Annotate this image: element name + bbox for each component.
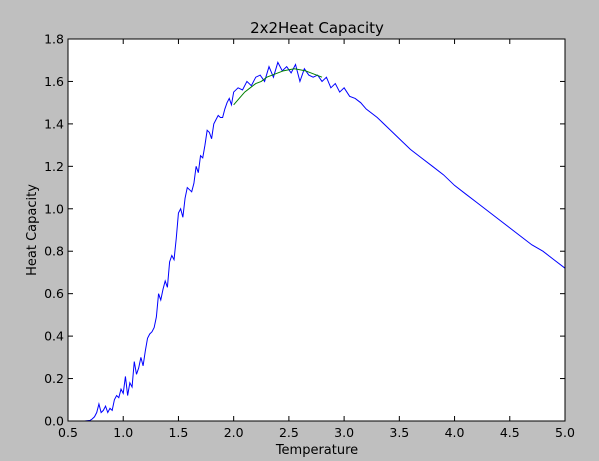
y-tick-label: 0.8 [44,244,64,259]
plot-area [68,39,565,421]
plot-frame [67,38,566,422]
x-tick-label: 1.5 [168,425,188,440]
y-tick-label: 1.6 [44,74,64,89]
x-tick-label: 1.0 [113,425,133,440]
y-tick-label: 0.2 [44,371,64,386]
x-tick-label: 5.0 [555,425,575,440]
x-axis-label: Temperature [275,443,358,458]
x-tick-label: 4.0 [445,425,465,440]
series-lines [68,61,566,422]
y-axis-label: Heat Capacity [25,184,40,276]
y-tick-label: 1.2 [44,159,64,174]
y-tick-label: 1.0 [44,201,64,216]
y-tick-label: 0.4 [44,329,64,344]
chart-title: 2x2Heat Capacity [250,19,384,37]
series-line-1 [233,68,323,106]
y-tick-label: 1.8 [44,32,64,47]
x-tick-label: 0.5 [58,425,78,440]
series-line-0 [68,61,566,422]
x-tick-label: 2.5 [279,425,299,440]
x-tick-label: 3.0 [334,425,354,440]
y-tick-label: 1.4 [44,116,64,131]
y-tick-label: 0.0 [44,414,64,429]
x-tick-label: 3.5 [389,425,409,440]
x-tick-label: 4.5 [500,425,520,440]
axis-ticks: 0.5 1.0 1.5 2.0 2.5 3.0 3.5 4.0 4.5 5.0 0.0 0.2 0.4 0… [44,32,575,441]
x-tick-label: 2.0 [224,425,244,440]
y-tick-label: 0.6 [44,286,64,301]
